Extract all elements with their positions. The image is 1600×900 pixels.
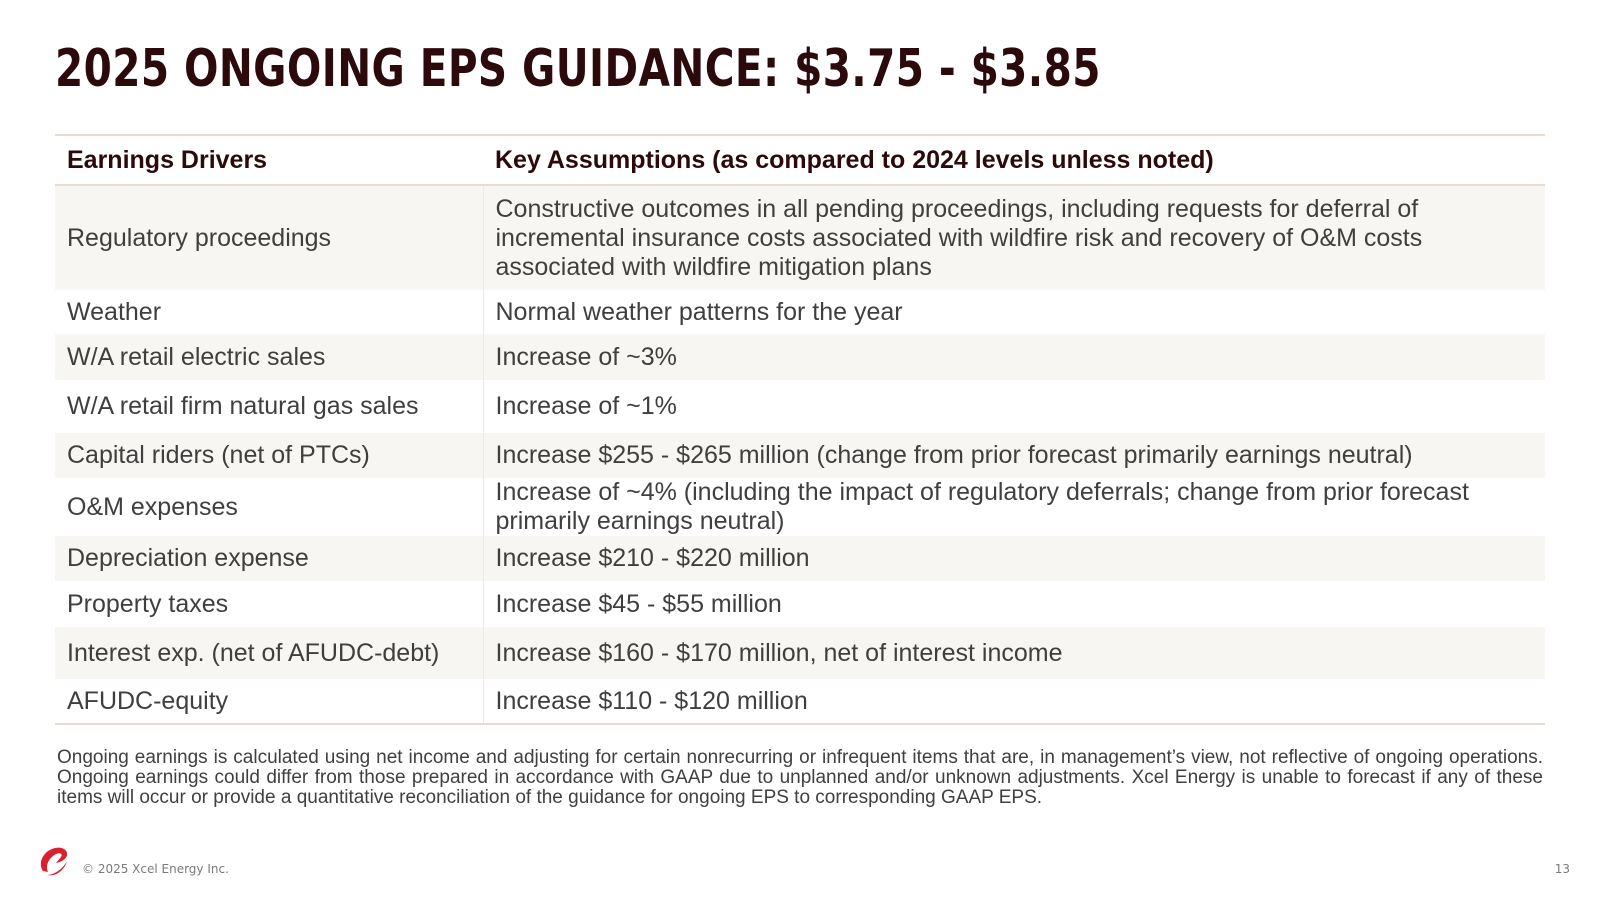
driver-cell: O&M expenses [55,478,484,536]
assumption-cell: Increase $110 - $120 million [495,686,808,715]
table-row-afudc-equity: AFUDC-equity Increase $110 - $120 millio… [55,679,1545,724]
assumption-cell: Increase of ~1% [495,392,677,420]
table-row-depreciation: Depreciation expense Increase $210 - $22… [55,536,1545,581]
table-row-capital-riders: Capital riders (net of PTCs) Increase $2… [55,433,1545,478]
assumption-cell: Normal weather patterns for the year [495,297,903,326]
table-row-regulatory-proceedings: Regulatory proceedings Constructive outc… [55,185,1545,290]
copyright-notice: © 2025 Xcel Energy Inc. [82,862,229,876]
ongoing-earnings-footnote: Ongoing earnings is calculated using net… [57,747,1543,808]
table-row-weather: Weather Normal weather patterns for the … [55,290,1545,334]
assumption-cell: Increase $255 - $265 million (change fro… [495,441,1413,469]
table-header-row: Earnings Drivers Key Assumptions (as com… [55,135,1545,185]
table-row-retail-gas-sales: W/A retail firm natural gas sales Increa… [55,380,1545,433]
assumption-cell: Increase $160 - $170 million, net of int… [495,638,1063,667]
driver-cell: W/A retail electric sales [55,334,484,380]
driver-cell: Weather [55,290,484,334]
table-row-interest-expense: Interest exp. (net of AFUDC-debt) Increa… [55,627,1545,679]
slide-title: 2025 ONGOING EPS GUIDANCE: $3.75 - $3.85 [55,39,1101,99]
column-header-key-assumptions: Key Assumptions (as compared to 2024 lev… [495,145,1214,174]
column-header-earnings-drivers: Earnings Drivers [67,145,268,174]
page-number: 13 [1554,862,1570,876]
driver-cell: Regulatory proceedings [55,185,484,290]
driver-cell: Capital riders (net of PTCs) [55,433,484,478]
earnings-drivers-table: Earnings Drivers Key Assumptions (as com… [55,134,1545,725]
table-row-retail-electric-sales: W/A retail electric sales Increase of ~3… [55,334,1545,380]
driver-cell: W/A retail firm natural gas sales [55,380,484,433]
driver-cell: AFUDC-equity [55,679,484,724]
assumption-cell: Increase of ~3% [495,342,677,371]
xcel-energy-logo-icon [40,847,68,876]
table-row-property-taxes: Property taxes Increase $45 - $55 millio… [55,581,1545,627]
assumption-cell: Constructive outcomes in all pending pro… [495,194,1423,281]
driver-cell: Interest exp. (net of AFUDC-debt) [55,627,484,679]
table-row-om-expenses: O&M expenses Increase of ~4% (including … [55,478,1545,536]
driver-cell: Property taxes [55,581,484,627]
driver-cell: Depreciation expense [55,536,484,581]
assumption-cell: Increase $210 - $220 million [495,544,810,572]
assumption-cell: Increase $45 - $55 million [495,589,782,618]
assumption-cell: Increase of ~4% (including the impact of… [495,478,1469,535]
